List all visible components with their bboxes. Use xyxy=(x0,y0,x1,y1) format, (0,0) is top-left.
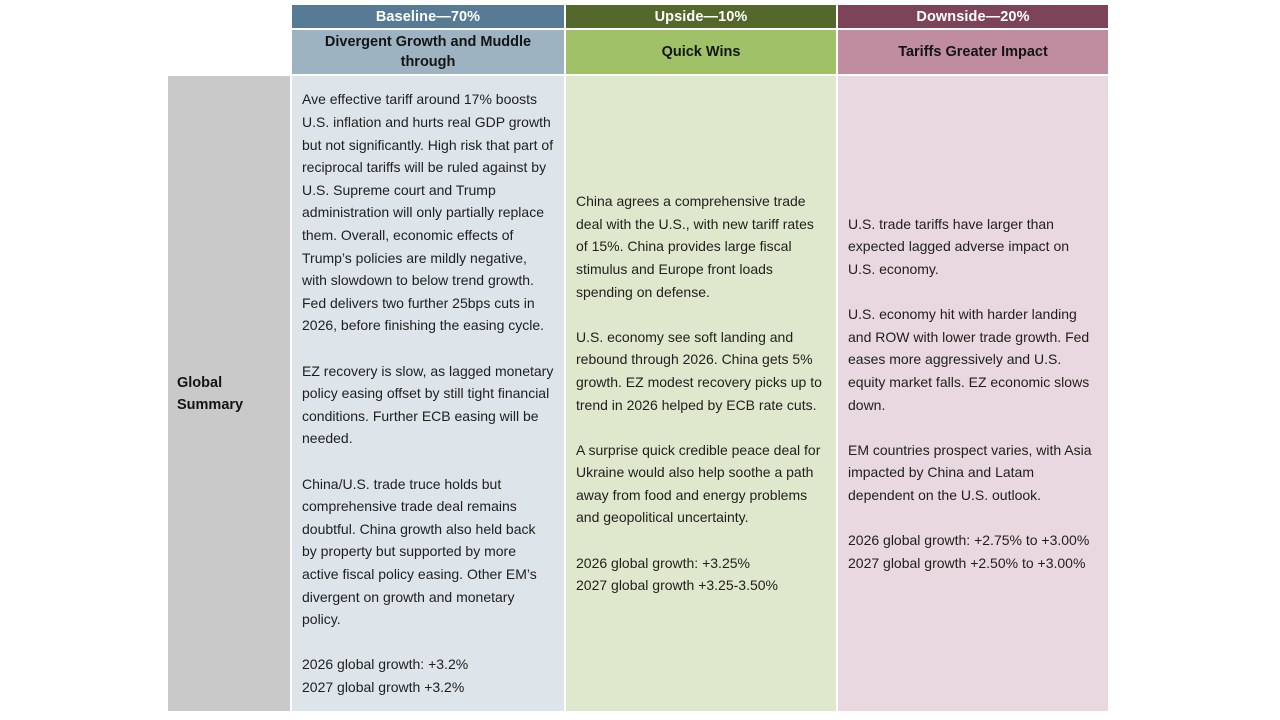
body-paragraph: China agrees a comprehensive trade deal … xyxy=(576,193,814,300)
body-paragraph: EM countries prospect varies, with Asia … xyxy=(848,441,1092,503)
body-paragraph: 2026 global growth: +3.2% 2027 global gro… xyxy=(302,656,469,695)
body-text-downside: U.S. trade tariffs have larger than expe… xyxy=(838,211,1108,577)
column-header-baseline: Baseline—70% xyxy=(292,5,564,28)
scenario-title-downside: Tariffs Greater Impact xyxy=(838,30,1108,74)
body-paragraph: U.S. economy hit with harder landing and… xyxy=(848,306,1090,413)
column-header-upside: Upside—10% xyxy=(566,5,836,28)
scenario-table: Baseline—70% Upside—10% Downside—20% Div… xyxy=(168,5,1108,711)
column-header-downside: Downside—20% xyxy=(838,5,1108,28)
body-cell-baseline: Ave effective tariff around 17% boosts U… xyxy=(292,76,564,711)
body-text-baseline: Ave effective tariff around 17% boosts U… xyxy=(292,86,564,700)
body-cell-downside: U.S. trade tariffs have larger than expe… xyxy=(838,76,1108,711)
body-paragraph: EZ recovery is slow, as lagged monetary … xyxy=(302,362,554,447)
body-cell-upside: China agrees a comprehensive trade deal … xyxy=(566,76,836,711)
body-paragraph: U.S. economy see soft landing and reboun… xyxy=(576,328,822,413)
corner-spacer-title xyxy=(168,30,290,74)
corner-spacer-top xyxy=(168,5,290,28)
row-label-global-summary: Global Summary xyxy=(168,76,290,711)
body-paragraph: China/U.S. trade truce holds but compreh… xyxy=(302,475,537,628)
scenario-title-upside: Quick Wins xyxy=(566,30,836,74)
body-paragraph: Ave effective tariff around 17% boosts U… xyxy=(302,91,554,334)
body-paragraph: 2026 global growth: +2.75% to +3.00% 2027… xyxy=(848,532,1090,571)
body-paragraph: A surprise quick credible peace deal for… xyxy=(576,441,821,526)
body-paragraph: 2026 global growth: +3.25% 2027 global gr… xyxy=(576,554,778,594)
scenario-title-baseline: Divergent Growth and Muddle through xyxy=(292,30,564,74)
body-paragraph: U.S. trade tariffs have larger than expe… xyxy=(848,215,1070,277)
body-text-upside: China agrees a comprehensive trade deal … xyxy=(566,188,836,599)
